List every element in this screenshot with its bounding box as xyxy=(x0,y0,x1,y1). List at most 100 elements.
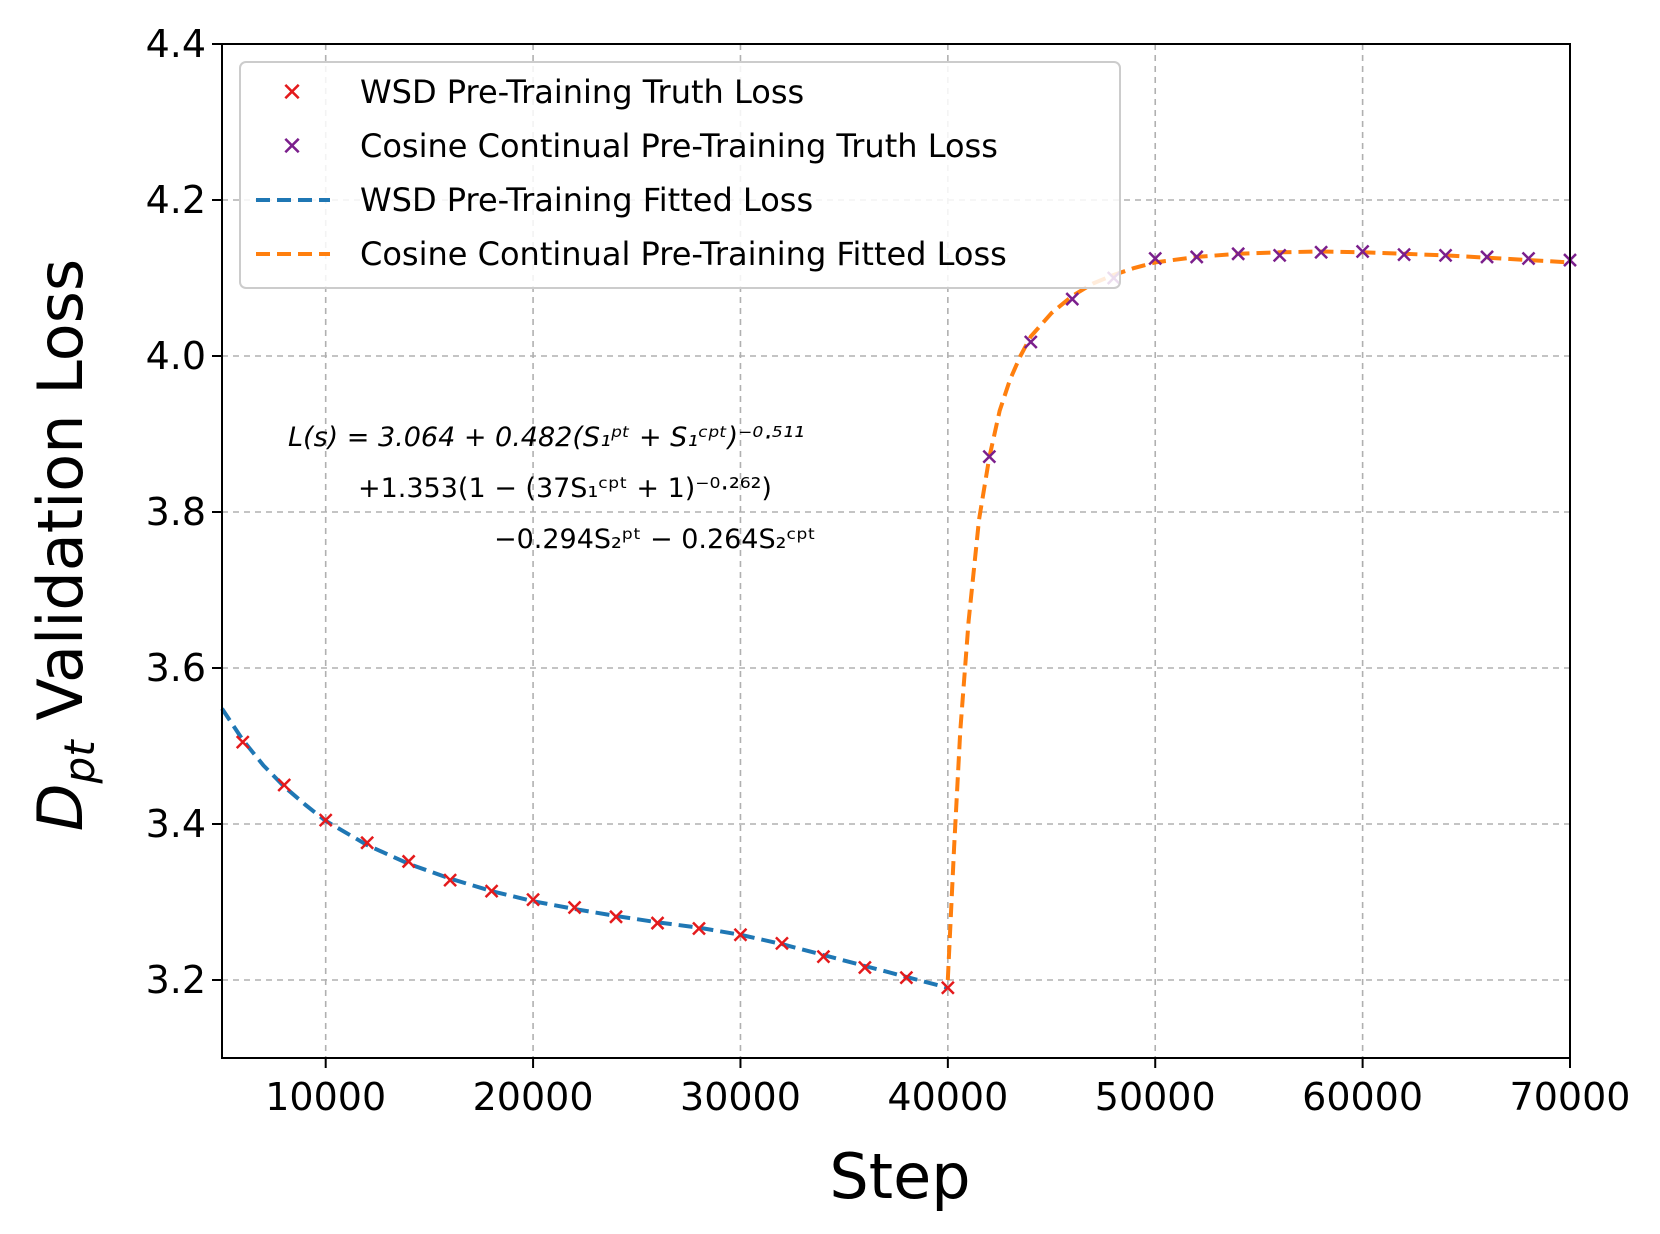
marker-stroke xyxy=(360,835,375,850)
data-point-wsd-pre-training-truth-loss xyxy=(816,949,831,964)
data-point-cosine-continual-pre-training-truth-loss xyxy=(1231,246,1246,261)
equation-annotation: L(s) = 3.064 + 0.482(S₁ᵖᵗ + S₁ᶜᵖᵗ)⁻⁰·⁵¹¹… xyxy=(288,422,816,555)
data-point-wsd-pre-training-truth-loss xyxy=(733,927,748,942)
marker-stroke xyxy=(775,936,789,951)
x-tick-label: 20000 xyxy=(473,1075,594,1119)
x-tick-label: 60000 xyxy=(1302,1075,1423,1119)
data-point-wsd-pre-training-truth-loss xyxy=(318,813,333,827)
marker-stroke xyxy=(526,892,540,907)
equation-line-2: +1.353(1 − (37S₁ᶜᵖᵗ + 1)⁻⁰·²⁶²) xyxy=(358,473,772,504)
axis-ticks: 10000 20000 30000 40000 50000 60000 70000 3.2 3.… xyxy=(146,22,1631,1119)
marker-stroke xyxy=(1355,244,1370,259)
equation-line-1: L(s) = 3.064 + 0.482(S₁ᵖᵗ + S₁ᶜᵖᵗ)⁻⁰·⁵¹¹ xyxy=(288,422,804,453)
marker-stroke xyxy=(899,970,914,985)
marker-stroke xyxy=(1438,248,1453,263)
data-point-wsd-pre-training-truth-loss xyxy=(858,960,872,975)
marker-stroke xyxy=(1231,246,1246,261)
data-point-wsd-pre-training-truth-loss xyxy=(401,854,416,869)
marker-stroke xyxy=(940,980,955,995)
data-point-wsd-pre-training-truth-loss xyxy=(235,735,250,749)
data-point-wsd-pre-training-truth-loss xyxy=(484,884,499,898)
x-tick-label: 40000 xyxy=(887,1075,1008,1119)
data-point-wsd-pre-training-truth-loss xyxy=(899,970,914,985)
marker-stroke xyxy=(277,778,292,792)
legend-marker-cosine-truth: ✕ xyxy=(281,132,303,162)
data-point-cosine-continual-pre-training-truth-loss xyxy=(1189,250,1204,264)
data-point-cosine-continual-pre-training-truth-loss xyxy=(982,449,997,464)
legend-item-cosine-fitted: Cosine Continual Pre-Training Fitted Los… xyxy=(256,235,1007,273)
marker-stroke xyxy=(567,900,582,915)
marker-stroke xyxy=(1521,251,1536,266)
y-tick-label: 4.2 xyxy=(146,178,206,222)
marker-stroke xyxy=(816,949,831,964)
marker-stroke xyxy=(1189,250,1204,264)
data-point-wsd-pre-training-truth-loss xyxy=(360,835,375,850)
legend-box xyxy=(239,61,1121,289)
legend-label-wsd-truth: WSD Pre-Training Truth Loss xyxy=(360,73,804,111)
data-point-wsd-pre-training-truth-loss xyxy=(526,892,540,907)
series-line-cosine-continual-pre-training-fitted-loss xyxy=(945,249,1571,981)
marker-stroke xyxy=(650,916,665,930)
legend-item-wsd-truth: ✕ WSD Pre-Training Truth Loss xyxy=(281,73,804,111)
marker-stroke xyxy=(318,813,333,827)
x-tick-label: 30000 xyxy=(680,1075,801,1119)
data-point-cosine-continual-pre-training-truth-loss xyxy=(1272,248,1287,263)
plot-frame xyxy=(221,43,1571,1059)
legend-marker-wsd-truth: ✕ xyxy=(281,78,303,108)
data-point-wsd-pre-training-truth-loss xyxy=(650,916,665,930)
data-point-wsd-pre-training-truth-loss xyxy=(609,909,623,924)
marker-stroke xyxy=(733,927,748,942)
y-tick-label: 3.8 xyxy=(146,490,206,534)
series-layer xyxy=(220,244,1577,995)
x-tick-label: 50000 xyxy=(1095,1075,1216,1119)
legend-label-cosine-truth: Cosine Continual Pre-Training Truth Loss xyxy=(360,127,998,165)
y-axis-title-rest: Validation Loss xyxy=(24,259,97,741)
marker-stroke xyxy=(401,854,416,869)
marker-stroke xyxy=(1397,247,1411,262)
legend-item-wsd-fitted: WSD Pre-Training Fitted Loss xyxy=(256,181,813,219)
marker-stroke xyxy=(1148,251,1163,266)
equation-line-3: −0.294S₂ᵖᵗ − 0.264S₂ᶜᵖᵗ xyxy=(494,524,816,555)
marker-stroke xyxy=(1023,335,1038,349)
y-tick-label: 3.2 xyxy=(146,958,206,1002)
data-point-cosine-continual-pre-training-truth-loss xyxy=(1397,247,1411,262)
data-point-wsd-pre-training-truth-loss xyxy=(277,778,292,792)
data-point-cosine-continual-pre-training-truth-loss xyxy=(1521,251,1536,266)
y-axis-title-main: D xyxy=(24,783,97,831)
x-axis-title: Step xyxy=(829,1140,970,1213)
marker-stroke xyxy=(1065,292,1080,306)
data-point-cosine-continual-pre-training-truth-loss xyxy=(1438,248,1453,263)
marker-stroke xyxy=(1480,250,1494,264)
y-axis-title: Dpt Validation Loss xyxy=(24,259,104,831)
data-point-cosine-continual-pre-training-truth-loss xyxy=(1023,335,1038,349)
marker-stroke xyxy=(609,909,623,924)
y-tick-label: 3.6 xyxy=(146,646,206,690)
x-tick-label: 70000 xyxy=(1510,1075,1631,1119)
legend-item-cosine-truth: ✕ Cosine Continual Pre-Training Truth Lo… xyxy=(281,127,998,165)
y-axis-title-sub: pt xyxy=(55,739,104,785)
legend-label-wsd-fitted: WSD Pre-Training Fitted Loss xyxy=(360,181,813,219)
marker-stroke xyxy=(1314,245,1329,260)
marker-stroke xyxy=(858,960,872,975)
data-point-wsd-pre-training-truth-loss xyxy=(443,873,458,888)
marker-stroke xyxy=(484,884,499,898)
y-tick-label: 4.0 xyxy=(146,334,206,378)
data-point-wsd-pre-training-truth-loss xyxy=(567,900,582,915)
data-point-cosine-continual-pre-training-truth-loss xyxy=(1314,245,1329,260)
marker-stroke xyxy=(235,735,250,749)
marker-stroke xyxy=(692,921,706,936)
y-tick-label: 3.4 xyxy=(146,802,206,846)
series-line-wsd-pre-training-fitted-loss xyxy=(220,707,949,990)
marker-stroke xyxy=(443,873,458,888)
legend: ✕ WSD Pre-Training Truth Loss ✕ Cosine C… xyxy=(239,61,1121,289)
marker-stroke xyxy=(1272,248,1287,263)
data-point-wsd-pre-training-truth-loss xyxy=(775,936,789,951)
y-tick-label: 4.4 xyxy=(146,22,206,66)
marker-stroke xyxy=(982,449,997,464)
data-point-cosine-continual-pre-training-truth-loss xyxy=(1065,292,1080,306)
data-point-cosine-continual-pre-training-truth-loss xyxy=(1480,250,1494,264)
data-point-wsd-pre-training-truth-loss xyxy=(692,921,706,936)
x-tick-label: 10000 xyxy=(265,1075,386,1119)
data-point-cosine-continual-pre-training-truth-loss xyxy=(1148,251,1163,266)
